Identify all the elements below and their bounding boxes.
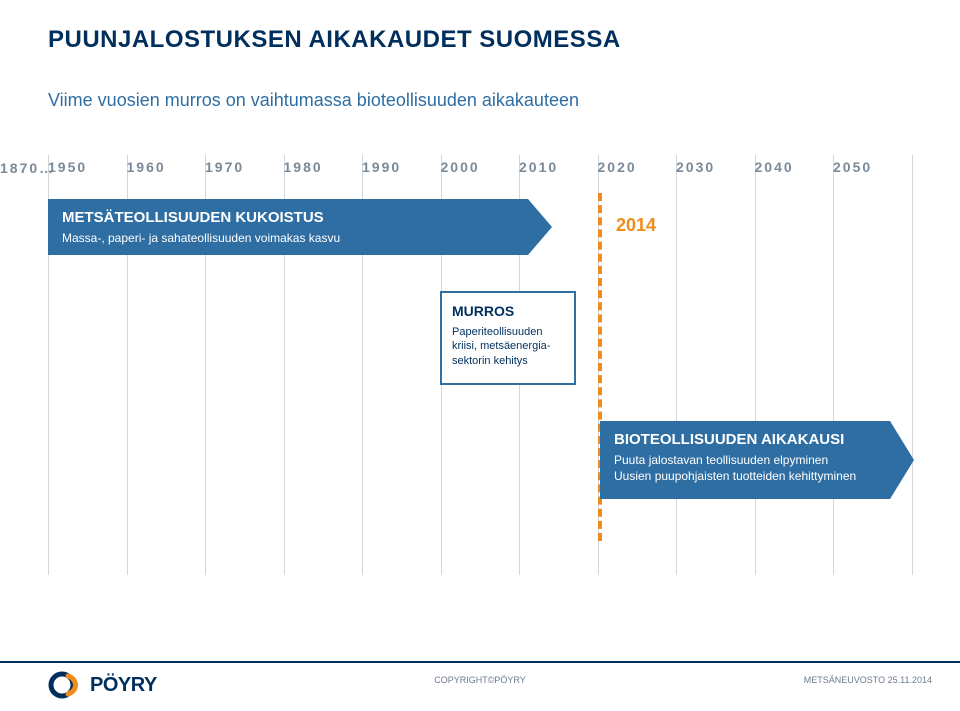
grid-line (755, 155, 756, 575)
page-title: PUUNJALOSTUKSEN AIKAKAUDET SUOMESSA (48, 26, 621, 54)
banner-metsa: METSÄTEOLLISUUDEN KUKOISTUS Massa-, pape… (48, 199, 528, 255)
timeline-chart: 1870… 1950 1960 1970 1980 1990 2000 2010… (48, 155, 912, 575)
footer: PÖYRY COPYRIGHT©PÖYRY METSÄNEUVOSTO 25.1… (0, 661, 960, 711)
tick: 1960 (127, 159, 206, 175)
grid-line (833, 155, 834, 575)
tick: 2030 (676, 159, 755, 175)
banner-metsa-body: Massa-, paperi- ja sahateollisuuden voim… (62, 230, 500, 246)
footer-copyright: COPYRIGHT©PÖYRY (434, 675, 525, 685)
tick: 1970 (205, 159, 284, 175)
banner-bio-title: BIOTEOLLISUUDEN AIKAKAUSI (614, 431, 862, 448)
tick: 2020 (598, 159, 677, 175)
marker-year-label: 2014 (616, 215, 656, 236)
logo-word: PÖYRY (90, 674, 157, 697)
murros-body: Paperiteollisuuden kriisi, metsäenergia-… (452, 325, 564, 368)
tick-start: 1870… (0, 160, 55, 176)
logo-icon (48, 667, 84, 703)
footer-right: METSÄNEUVOSTO 25.11.2014 (804, 675, 932, 685)
tick: 1980 (284, 159, 363, 175)
tick: 1990 (362, 159, 441, 175)
poyry-logo: PÖYRY (48, 667, 157, 703)
timeline-axis: 1950 1960 1970 1980 1990 2000 2010 2020 … (48, 159, 912, 175)
banner-bio: BIOTEOLLISUUDEN AIKAKAUSI Puuta jalostav… (600, 421, 890, 499)
banner-bio-body2: Uusien puupohjaisten tuotteiden kehittym… (614, 468, 862, 484)
tick: 2050 (833, 159, 912, 175)
banner-metsa-title: METSÄTEOLLISUUDEN KUKOISTUS (62, 209, 500, 226)
grid-line (912, 155, 913, 575)
tick: 2000 (441, 159, 520, 175)
tick: 2040 (755, 159, 834, 175)
box-murros: MURROS Paperiteollisuuden kriisi, metsäe… (440, 291, 576, 385)
tick: 1950 (48, 159, 127, 175)
subtitle: Viime vuosien murros on vaihtumassa biot… (48, 90, 579, 111)
banner-bio-body1: Puuta jalostavan teollisuuden elpyminen (614, 452, 862, 468)
tick: 2010 (519, 159, 598, 175)
grid-line (676, 155, 677, 575)
murros-title: MURROS (452, 303, 564, 319)
